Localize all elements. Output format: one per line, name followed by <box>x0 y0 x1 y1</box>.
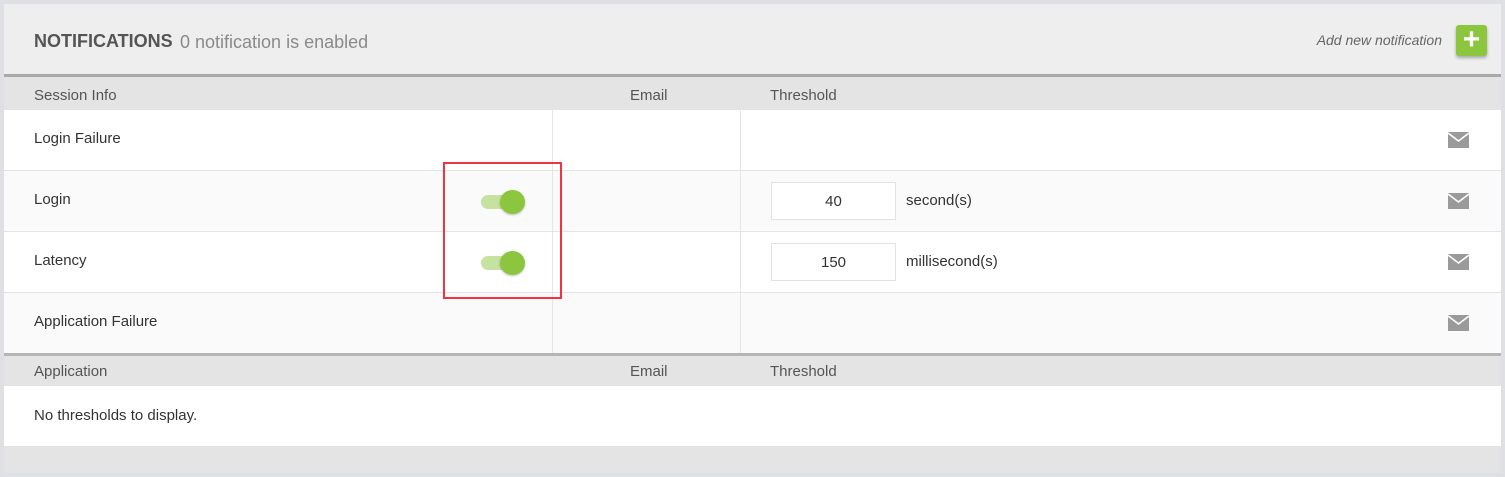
email-icon[interactable] <box>1447 193 1470 209</box>
enable-toggle[interactable] <box>481 251 527 275</box>
divider <box>4 353 1501 356</box>
add-notification-button[interactable]: + <box>1456 25 1487 56</box>
column-divider <box>552 293 553 353</box>
threshold-input[interactable] <box>771 182 896 220</box>
notifications-panel: NOTIFICATIONS 0 notification is enabled … <box>4 4 1501 473</box>
enable-toggle[interactable] <box>481 190 527 214</box>
table-row: Login Failure <box>4 110 1501 171</box>
table-row: Login second(s) <box>4 171 1501 232</box>
row-name: Login Failure <box>34 130 121 147</box>
row-name: Latency <box>34 252 87 269</box>
email-icon[interactable] <box>1447 254 1470 270</box>
column-divider <box>552 171 553 231</box>
column-divider <box>552 232 553 292</box>
threshold-unit: millisecond(s) <box>906 253 998 270</box>
panel-header: NOTIFICATIONS 0 notification is enabled … <box>4 4 1501 77</box>
page-title: NOTIFICATIONS <box>34 31 173 51</box>
email-icon[interactable] <box>1447 132 1470 148</box>
session-table-header: Session Info Email Threshold <box>4 80 1501 111</box>
add-notification-label[interactable]: Add new notification <box>1316 32 1442 48</box>
enabled-count: 0 notification is enabled <box>180 32 369 52</box>
empty-state: No thresholds to display. <box>4 386 1501 446</box>
table-row: Application Failure <box>4 293 1501 354</box>
plus-icon: + <box>1462 23 1481 56</box>
column-divider <box>740 110 741 170</box>
row-name: Application Failure <box>34 313 158 330</box>
column-threshold: Threshold <box>770 363 837 380</box>
column-divider <box>740 232 741 292</box>
column-session-info: Session Info <box>34 87 117 104</box>
toggle-knob <box>500 190 525 214</box>
email-icon[interactable] <box>1447 315 1470 331</box>
table-row: Latency millisecond(s) <box>4 232 1501 293</box>
column-divider <box>552 110 553 170</box>
column-email: Email <box>630 363 668 380</box>
toggle-knob <box>500 251 525 275</box>
application-table-header: Application Email Threshold <box>4 356 1501 387</box>
column-divider <box>740 171 741 231</box>
highlight-box <box>443 162 562 299</box>
column-threshold: Threshold <box>770 87 837 104</box>
threshold-input[interactable] <box>771 243 896 281</box>
threshold-unit: second(s) <box>906 192 972 209</box>
column-email: Email <box>630 87 668 104</box>
empty-message: No thresholds to display. <box>34 407 198 424</box>
row-name: Login <box>34 191 71 208</box>
column-divider <box>740 293 741 353</box>
column-application: Application <box>34 363 108 380</box>
